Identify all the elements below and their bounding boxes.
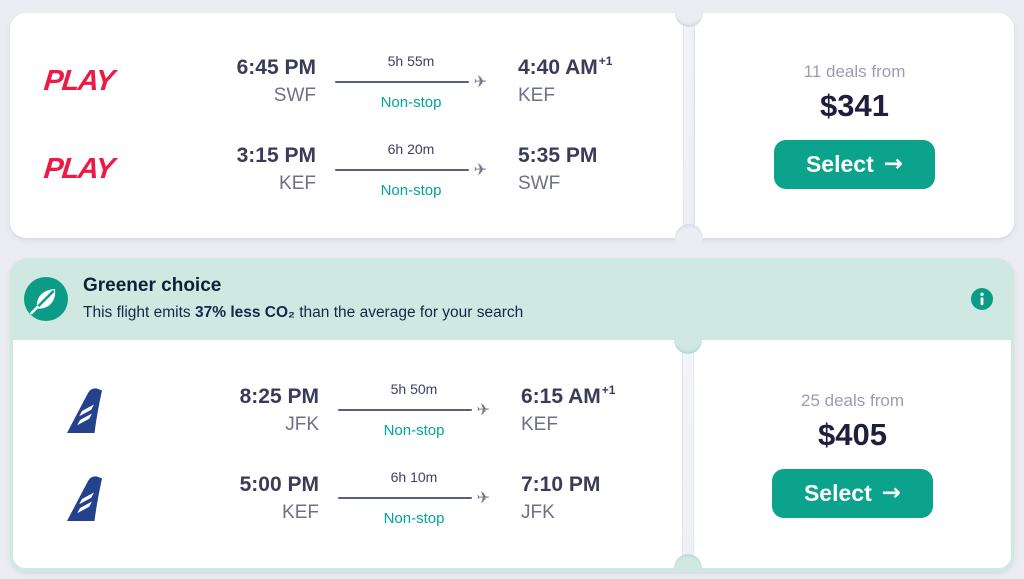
select-button[interactable]: Select → [773, 140, 936, 189]
departure-info: 5:00 PM KEF [189, 472, 319, 525]
price-label: $405 [818, 416, 887, 452]
flight-itinerary-section[interactable]: 8:25 PM JFK 5h 50m ✈ Non-stop 6:15 AM+1 … [13, 340, 682, 568]
route-summary: 5h 50m ✈ Non-stop [338, 381, 490, 439]
plane-icon: ✈ [473, 159, 487, 179]
arrival-time-text: 4:40 AM [518, 56, 598, 79]
emissions-highlight: 37% less CO₂ [194, 303, 295, 321]
description-suffix: than the average for your search [294, 303, 524, 321]
icelandair-logo-icon [61, 473, 189, 523]
flight-itinerary-section[interactable]: PLAY 6:45 PM SWF 5h 55m ✈ Non-stop 4:40 … [10, 13, 683, 238]
flight-duration: 5h 55m [387, 52, 435, 69]
arrival-info: 6:15 AM+1 KEF [509, 382, 682, 437]
route-line: ✈ [335, 71, 487, 91]
departure-time: 6:45 PM [236, 56, 316, 79]
arrival-info: 5:35 PM SWF [506, 143, 683, 196]
departure-info: 8:25 PM JFK [189, 384, 319, 437]
plane-icon: ✈ [476, 488, 490, 507]
route-line: ✈ [335, 159, 487, 179]
departure-time: 3:15 PM [236, 144, 316, 167]
outbound-leg: 8:25 PM JFK 5h 50m ✈ Non-stop 6:15 AM+1 … [39, 366, 682, 454]
flight-result-card: PLAY 6:45 PM SWF 5h 55m ✈ Non-stop 4:40 … [10, 0, 1014, 252]
ticket-divider [683, 13, 695, 238]
outbound-leg: PLAY 6:45 PM SWF 5h 55m ✈ Non-stop 4:40 … [36, 38, 683, 126]
airline-logo: PLAY [36, 153, 186, 186]
route-line-bar [338, 409, 472, 411]
arrival-airport-code: SWF [518, 173, 561, 195]
departure-airport-code: KEF [279, 173, 316, 195]
plane-icon: ✈ [476, 400, 490, 419]
ticket-notch-bottom [674, 554, 702, 572]
arrival-time: 5:35 PM [518, 143, 683, 168]
stops-label: Non-stop [380, 93, 442, 111]
ticket-notch-top [674, 326, 702, 354]
stops-label: Non-stop [383, 510, 445, 527]
ticket-notch-top [675, 0, 703, 27]
departure-time: 5:00 PM [239, 472, 319, 496]
price-section: 11 deals from $341 Select → [695, 13, 1014, 238]
flight-duration: 6h 10m [390, 469, 438, 485]
route-summary: 5h 55m ✈ Non-stop [335, 53, 487, 111]
price-section: 25 deals from $405 Select → [694, 340, 1011, 568]
select-button-label: Select [805, 151, 874, 177]
arrival-next-day-badge: +1 [601, 382, 616, 397]
arrival-time: 4:40 AM+1 [518, 54, 683, 80]
departure-airport-code: JFK [285, 413, 319, 435]
arrival-airport-code: KEF [518, 85, 555, 107]
greener-choice-banner: Greener choice This flight emits 37% les… [13, 258, 1011, 340]
arrow-right-icon: → [883, 151, 904, 177]
stops-label: Non-stop [383, 422, 445, 439]
greener-choice-card: Greener choice This flight emits 37% les… [10, 258, 1014, 572]
flight-duration: 5h 50m [390, 381, 438, 397]
route-line-bar [338, 497, 472, 499]
route-line-bar [335, 80, 469, 83]
route-line: ✈ [338, 490, 490, 506]
route-summary: 6h 10m ✈ Non-stop [338, 469, 490, 527]
stops-label: Non-stop [380, 181, 442, 199]
route-line: ✈ [338, 402, 490, 418]
deals-count-label: 11 deals from [803, 62, 906, 81]
arrow-right-icon: → [881, 479, 902, 506]
departure-airport-code: SWF [273, 85, 316, 107]
arrival-time: 6:15 AM+1 [521, 382, 682, 409]
icelandair-logo-icon [61, 385, 189, 435]
ticket-divider [682, 340, 694, 568]
departure-time: 8:25 PM [239, 384, 319, 408]
airline-logo: PLAY [36, 65, 186, 98]
arrival-info: 4:40 AM+1 KEF [506, 54, 683, 108]
arrival-time-text: 7:10 PM [521, 472, 601, 496]
departure-info: 3:15 PM KEF [186, 143, 316, 196]
price-label: $341 [820, 88, 889, 123]
greener-choice-title: Greener choice [83, 275, 222, 297]
departure-airport-code: KEF [282, 501, 319, 523]
departure-info: 6:45 PM SWF [186, 55, 316, 108]
route-summary: 6h 20m ✈ Non-stop [335, 141, 487, 199]
flight-duration: 6h 20m [387, 140, 435, 157]
leaf-icon [24, 277, 68, 321]
arrival-airport-code: KEF [521, 413, 558, 435]
route-line-bar [335, 168, 469, 171]
greener-choice-description: This flight emits 37% less CO₂ than the … [83, 303, 523, 323]
ticket-notch-bottom [675, 224, 703, 252]
arrival-time-text: 5:35 PM [518, 144, 598, 167]
flight-result-card: 8:25 PM JFK 5h 50m ✈ Non-stop 6:15 AM+1 … [13, 326, 1011, 572]
arrival-time: 7:10 PM [521, 472, 682, 497]
select-button-label: Select [803, 479, 872, 506]
play-airline-logo-icon: PLAY [42, 153, 115, 185]
info-icon[interactable] [971, 288, 993, 310]
arrival-info: 7:10 PM JFK [509, 472, 682, 525]
plane-icon: ✈ [473, 71, 487, 91]
arrival-next-day-badge: +1 [598, 54, 613, 68]
description-prefix: This flight emits [83, 303, 195, 321]
select-button[interactable]: Select → [771, 468, 934, 518]
return-leg: PLAY 3:15 PM KEF 6h 20m ✈ Non-stop 5:35 … [36, 126, 683, 214]
arrival-time-text: 6:15 AM [521, 384, 601, 408]
greener-choice-text: Greener choice This flight emits 37% les… [83, 275, 523, 323]
play-airline-logo-icon: PLAY [42, 65, 115, 97]
deals-count-label: 25 deals from [801, 390, 904, 410]
arrival-airport-code: JFK [521, 501, 555, 523]
return-leg: 5:00 PM KEF 6h 10m ✈ Non-stop 7:10 PM JF… [39, 454, 682, 542]
